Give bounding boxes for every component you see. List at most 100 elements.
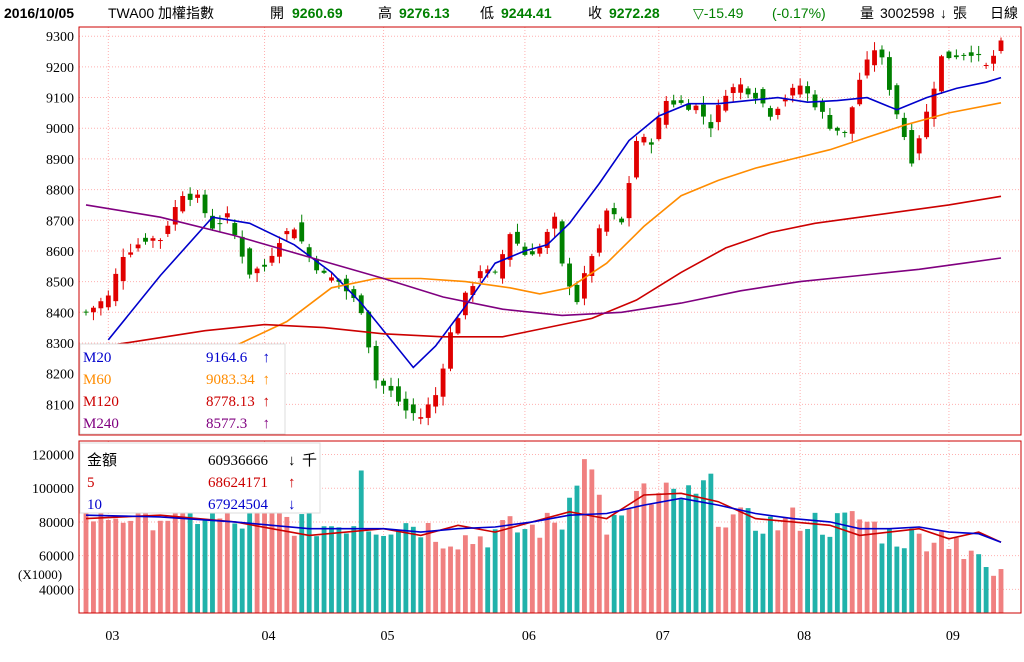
candle-body <box>894 85 900 115</box>
price-legend-label: M60 <box>83 372 111 388</box>
candle-body <box>83 311 89 313</box>
volume-bar <box>730 514 736 613</box>
candle-body <box>217 223 223 225</box>
candle-body <box>820 101 825 112</box>
candle-body <box>790 87 796 96</box>
volume-bar <box>269 508 275 613</box>
volume-bar <box>343 533 349 613</box>
candle-body <box>202 194 208 214</box>
volume-bar <box>440 548 446 613</box>
candle-body <box>91 307 96 313</box>
candle-body <box>388 385 394 391</box>
candle-body <box>976 53 982 56</box>
volume-bar <box>276 512 282 613</box>
open-value: 9260.69 <box>292 5 343 21</box>
volume-average-line-10 <box>85 497 1002 543</box>
volume-bar <box>983 567 989 613</box>
volume-bar <box>172 505 178 613</box>
candle-body <box>596 228 602 253</box>
volume-legend-value: 68624171 <box>208 475 268 491</box>
volume-bar <box>656 493 662 613</box>
volume-bar <box>686 485 691 613</box>
volume-bar <box>522 529 528 613</box>
volume-tick-label: 80000 <box>39 516 74 531</box>
volume-bar <box>767 516 773 613</box>
volume-bar <box>760 533 766 613</box>
price-legend-arrow-icon: ↑ <box>263 394 271 410</box>
volume-bar <box>187 507 193 613</box>
volume-bar <box>470 544 476 613</box>
price-legend-label: M120 <box>83 394 119 410</box>
candlesticks <box>83 37 1004 426</box>
volume-bar <box>299 514 305 613</box>
candle-body <box>120 256 126 282</box>
volume-legend-arrow-icon: ↓ <box>288 497 296 513</box>
candle-body <box>715 105 721 123</box>
volume-bar <box>753 530 758 613</box>
candle-body <box>195 194 201 198</box>
candle-body <box>901 117 907 138</box>
volume-bar <box>678 499 684 613</box>
candle-body <box>433 395 439 407</box>
volume-down-arrow-icon: ↓ <box>940 5 947 21</box>
volume-legend-value: 67924504 <box>208 497 269 513</box>
volume-bar <box>916 533 922 613</box>
volume-bar <box>931 542 937 613</box>
volume-tick-label: 120000 <box>32 448 74 463</box>
candle-body <box>172 207 178 225</box>
candle-body <box>916 138 922 154</box>
candle-body <box>366 311 372 348</box>
volume-legend-label: 10 <box>87 497 102 513</box>
volume-average-lines <box>85 492 1002 543</box>
volume-bar <box>849 511 855 613</box>
candle-body <box>329 277 334 281</box>
volume-bar <box>91 521 96 613</box>
candle-body <box>470 286 476 296</box>
volume-bar <box>715 526 721 613</box>
period-label[interactable]: 日線 <box>990 5 1018 21</box>
candle-body <box>150 238 156 241</box>
volume-bar <box>634 490 639 613</box>
volume-bar <box>128 520 134 613</box>
volume-legend-label: 金額 <box>87 452 117 469</box>
candle-body <box>224 213 230 218</box>
month-axis-labels: 0304050607080910 <box>105 629 960 644</box>
candle-body <box>879 49 885 58</box>
candle-body <box>983 64 989 66</box>
volume-bar <box>790 507 796 613</box>
candle-body <box>678 100 684 103</box>
candle-body <box>262 264 267 267</box>
candle-body <box>425 404 431 418</box>
volume-bar <box>991 575 996 613</box>
volume-bar <box>671 488 677 613</box>
candle-body <box>165 225 171 234</box>
open-label: 開 <box>270 5 284 21</box>
volume-bar <box>224 513 230 613</box>
candle-body <box>247 248 253 275</box>
price-tick-label: 8800 <box>46 184 74 199</box>
volume-legend-label: 5 <box>87 475 95 491</box>
price-legend-value: 8577.3 <box>206 416 247 432</box>
volume-bar <box>626 508 632 613</box>
candle-body <box>515 231 520 244</box>
candle-body <box>314 258 320 271</box>
volume-bar <box>745 508 751 613</box>
month-gridlines <box>107 27 950 613</box>
candle-body <box>410 404 416 414</box>
candle-body <box>492 271 498 273</box>
candle-body <box>269 255 275 263</box>
volume-bar <box>693 493 699 613</box>
month-tick-label: 05 <box>381 629 395 644</box>
candle-body <box>537 247 543 254</box>
volume-bar <box>247 510 253 613</box>
candle-body <box>403 398 409 411</box>
volume-bar <box>433 541 439 613</box>
candle-body <box>135 244 141 249</box>
candle-body <box>946 51 952 59</box>
volume-bar <box>857 519 863 613</box>
price-tick-label: 8900 <box>46 153 74 168</box>
candle-body <box>128 252 134 255</box>
candle-body <box>671 100 677 105</box>
price-legend: M20 9164.6 ↑ M60 9083.34 ↑ M120 8778.13 ↑ M240 857… <box>79 343 286 435</box>
